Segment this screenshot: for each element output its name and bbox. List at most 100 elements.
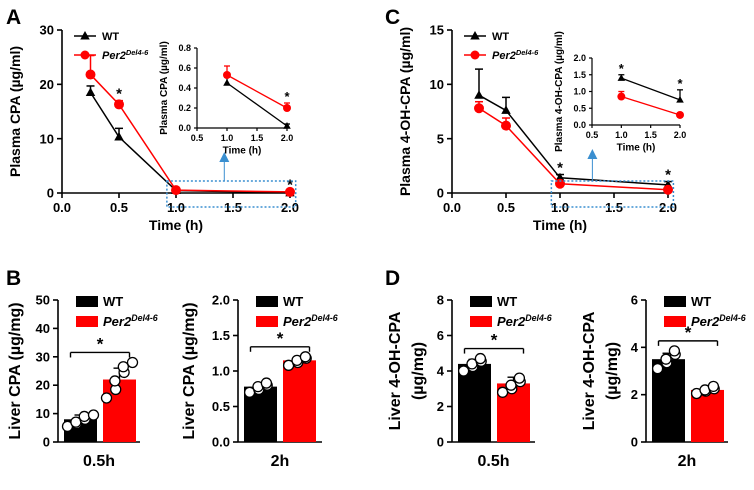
- y-tick-label: 20: [36, 378, 50, 393]
- significance-star: *: [665, 167, 671, 184]
- legend-wt-label: WT: [103, 294, 123, 309]
- wt-data-point: [283, 122, 291, 129]
- ko-data-point: [114, 99, 124, 110]
- y-tick-label: 2: [437, 399, 444, 414]
- significance-star: *: [677, 76, 683, 91]
- data-point: [100, 392, 113, 404]
- legend-wt-label: WT: [691, 294, 711, 309]
- significance-star: *: [557, 160, 563, 177]
- y-axis-label: Plasma CPA (µg/ml): [7, 46, 23, 177]
- wt-data-point: [501, 105, 511, 114]
- legend-ko-label: Per2Del4-6: [497, 313, 552, 329]
- legend-ko-label: Per2Del4-6: [103, 313, 158, 329]
- legend-wt-label: WT: [497, 294, 517, 309]
- x-tick-label: 0.5: [110, 200, 128, 215]
- ko-data-point: [283, 104, 291, 112]
- y-tick-label: 0.6: [178, 63, 191, 73]
- legend-ko-label-base: Per2: [492, 50, 516, 62]
- wt-bar: [458, 363, 491, 442]
- x-axis-label: Time (h): [149, 217, 203, 233]
- significance-star: *: [284, 89, 290, 104]
- x-tick-label: 1.0: [167, 200, 185, 215]
- x-axis-label: 2h: [271, 453, 290, 470]
- zoom-arrow-head: [587, 149, 598, 159]
- x-tick-label: 2.0: [281, 133, 294, 143]
- y-tick-label: 0.8: [178, 43, 191, 53]
- y-tick-label: 0: [437, 186, 444, 201]
- y-axis-label: Plasma 4-OH-CPA (µg/ml): [554, 31, 565, 152]
- data-point: [505, 379, 517, 391]
- y-tick-label: 0: [437, 435, 444, 450]
- legend-ko-label-base: Per2: [691, 314, 720, 329]
- y-tick-label: 0.0: [178, 123, 191, 133]
- legend-ko-label-superscript: Del4-6: [719, 313, 746, 323]
- bar-chart-B2: 0.0 0.5 1.0 1.5 2.0 * 2h Liver CPA (µg/mg) WT Per…: [181, 293, 338, 471]
- significance-star: *: [685, 323, 692, 342]
- data-point: [707, 380, 720, 393]
- panel-label-b: B: [6, 267, 21, 290]
- significance-star: *: [277, 329, 284, 348]
- y-tick-label: 10: [430, 77, 444, 92]
- x-axis-label: Time (h): [223, 146, 262, 157]
- ko-series-line: [89, 74, 291, 193]
- y-tick-label: 1.5: [573, 70, 586, 80]
- legend-wt-swatch: [470, 296, 492, 307]
- significance-star: *: [116, 86, 122, 103]
- zoom-arrow-head: [219, 152, 230, 162]
- x-tick-label: 0.5: [497, 200, 515, 215]
- y-axis-label: Liver CPA (µg/mg): [7, 302, 24, 439]
- ko-data-point: [285, 186, 295, 197]
- ko-data-point: [676, 110, 684, 119]
- x-tick-label: 0.5: [191, 133, 204, 143]
- significance-star: *: [97, 334, 104, 353]
- y-tick-label: 0.5: [212, 399, 230, 414]
- data-point: [117, 361, 129, 373]
- ko-data-point: [663, 184, 673, 195]
- y-tick-label: 2.0: [212, 293, 230, 308]
- data-point: [513, 372, 526, 384]
- data-point: [78, 410, 90, 423]
- x-tick-label: 1.5: [605, 200, 623, 215]
- wt-data-point: [676, 95, 684, 103]
- y-tick-label: 10: [40, 131, 54, 146]
- zoom-highlight-box: [166, 180, 297, 208]
- panel-label-d: D: [385, 267, 400, 290]
- y-tick-label: 50: [36, 293, 50, 308]
- x-tick-label: 2.0: [674, 130, 687, 140]
- x-axis-label: Time (h): [533, 217, 587, 233]
- ko-data-point: [617, 92, 626, 101]
- y-axis-label: Liver CPA (µg/mg): [181, 302, 198, 439]
- data-point: [651, 362, 664, 375]
- y-tick-label: 6: [631, 293, 638, 308]
- significance-star: *: [491, 331, 498, 350]
- ko-data-point: [474, 103, 484, 114]
- x-tick-label: 1.5: [251, 133, 264, 143]
- x-tick-label: 1.0: [615, 130, 628, 140]
- ko-data-point: [85, 69, 96, 80]
- x-axis-label: 0.5h: [83, 453, 115, 470]
- y-tick-label: 0: [43, 435, 50, 450]
- y-tick-label: 1.5: [212, 328, 230, 343]
- x-axis-label: 0.5h: [477, 453, 509, 470]
- ko-data-point: [171, 185, 181, 196]
- x-tick-label: 1.5: [644, 130, 657, 140]
- data-point: [87, 409, 100, 421]
- y-tick-label: 2.0: [573, 53, 586, 63]
- ko-series-line: [621, 95, 681, 116]
- significance-star: *: [287, 177, 293, 194]
- y-tick-label: 0.2: [178, 103, 191, 113]
- x-tick-label: 0.0: [443, 200, 461, 215]
- ko-data-point: [501, 120, 511, 131]
- data-point: [668, 345, 681, 357]
- ko-bar: [283, 360, 316, 442]
- wt-series-line: [478, 94, 669, 186]
- y-tick-label: 6: [437, 328, 444, 343]
- legend-ko-label-superscript: Del4-6: [131, 313, 158, 323]
- y-tick-label: 0: [631, 435, 638, 450]
- bar-chart-D1: 0 2 4 6 8 * 0.5h Liver 4-OH-CPA (µg/mg) WT Per2Del…: [387, 293, 552, 471]
- wt-data-point: [223, 79, 231, 86]
- y-tick-label: 1.0: [212, 364, 230, 379]
- x-tick-label: 0.0: [53, 200, 71, 215]
- legend-ko-swatch: [76, 316, 98, 327]
